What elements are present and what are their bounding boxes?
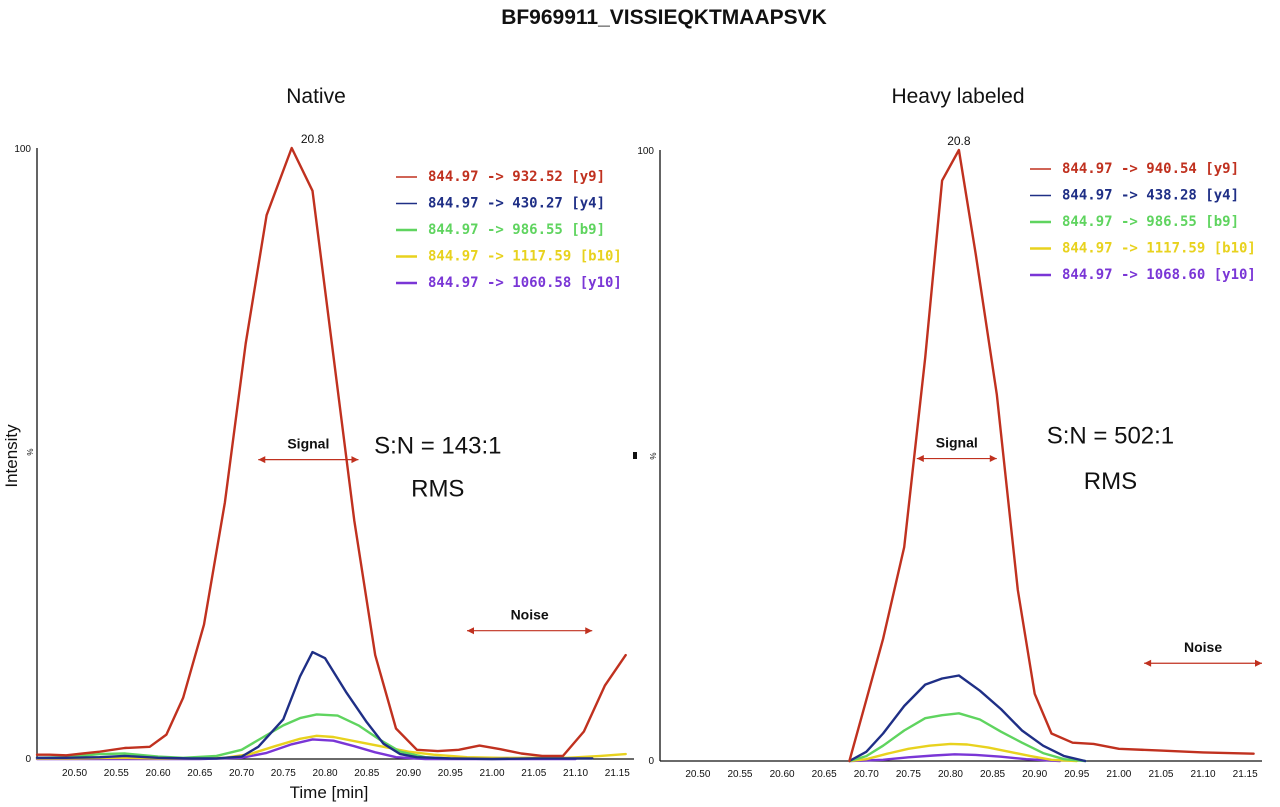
x-tick-label: 20.70 bbox=[229, 768, 254, 779]
y-axis-percent-label: % bbox=[26, 448, 35, 455]
y-tick-label: 0 bbox=[648, 756, 654, 767]
x-tick-label: 20.60 bbox=[770, 769, 795, 780]
y-axis-percent-label: % bbox=[649, 452, 658, 459]
x-tick-label: 21.15 bbox=[605, 768, 630, 779]
x-tick-label: 21.05 bbox=[521, 768, 546, 779]
x-tick-label: 21.10 bbox=[563, 768, 588, 779]
signal-label: Signal bbox=[936, 435, 978, 451]
x-axis-label: Time [min] bbox=[290, 783, 369, 802]
x-tick-label: 20.65 bbox=[187, 768, 212, 779]
legend-entry: 844.97 -> 1117.59 [b10] bbox=[1062, 241, 1256, 257]
peak-label: 20.8 bbox=[947, 134, 971, 148]
series-line bbox=[848, 674, 1087, 763]
signal-arrowhead-right bbox=[351, 456, 359, 464]
series-line bbox=[848, 742, 1079, 763]
x-tick-label: 20.50 bbox=[685, 769, 710, 780]
legend-entry: 844.97 -> 940.54 [y9] bbox=[1062, 161, 1239, 177]
x-tick-label: 21.00 bbox=[1106, 769, 1131, 780]
series-line bbox=[35, 146, 627, 758]
series-lines bbox=[35, 146, 627, 761]
heavy-labeled-chart-panel: Heavy labeled % 0 100 20.50 20.55 20.60 20.… bbox=[637, 85, 1262, 780]
legend-entry: 844.97 -> 438.28 [y4] bbox=[1062, 188, 1239, 204]
x-tick-label: 20.55 bbox=[727, 769, 752, 780]
noise-arrowhead-right bbox=[585, 627, 593, 635]
legend-entry: 844.97 -> 986.55 [b9] bbox=[1062, 214, 1239, 230]
native-chart-title: Native bbox=[286, 85, 346, 108]
series-line bbox=[35, 650, 594, 761]
series-line bbox=[848, 148, 1255, 763]
legend: 844.97 -> 940.54 [y9] 844.97 -> 438.28 [y… bbox=[1030, 161, 1256, 283]
series-lines bbox=[848, 148, 1255, 763]
y-tick-label: 0 bbox=[25, 754, 31, 765]
signal-arrowhead-left bbox=[916, 455, 924, 463]
legend-entry: 844.97 -> 932.52 [y9] bbox=[428, 169, 605, 185]
rms-label: RMS bbox=[1084, 468, 1137, 495]
legend-entry: 844.97 -> 986.55 [b9] bbox=[428, 222, 605, 238]
x-tick-label: 20.95 bbox=[438, 768, 463, 779]
figure-title: BF969911_VISSIEQKTMAAPSVK bbox=[501, 6, 827, 29]
x-tick-label: 20.90 bbox=[1022, 769, 1047, 780]
noise-label: Noise bbox=[1184, 639, 1222, 655]
x-tick-label: 20.50 bbox=[62, 768, 87, 779]
noise-label: Noise bbox=[511, 607, 549, 623]
y-axis-label: Intensity bbox=[2, 424, 21, 488]
x-tick-label: 20.70 bbox=[854, 769, 879, 780]
separator-mark bbox=[633, 452, 637, 459]
y-tick-label: 100 bbox=[14, 144, 31, 155]
heavy-labeled-chart-title: Heavy labeled bbox=[891, 85, 1024, 108]
x-tick-label: 21.05 bbox=[1148, 769, 1173, 780]
noise-arrowhead-left bbox=[1144, 659, 1152, 667]
x-tick-label: 20.60 bbox=[146, 768, 171, 779]
signal-to-noise-label: S:N = 143:1 bbox=[374, 433, 501, 460]
x-tick-label: 21.00 bbox=[480, 768, 505, 779]
x-tick-label: 20.55 bbox=[104, 768, 129, 779]
x-tick-labels: 20.50 20.55 20.60 20.65 20.70 20.75 20.80 20.85… bbox=[62, 768, 630, 779]
series-line bbox=[848, 753, 1062, 763]
x-tick-label: 20.95 bbox=[1064, 769, 1089, 780]
signal-arrowhead-left bbox=[258, 456, 266, 464]
x-tick-label: 21.15 bbox=[1233, 769, 1258, 780]
noise-arrowhead-left bbox=[467, 627, 475, 635]
x-tick-label: 20.85 bbox=[354, 768, 379, 779]
peak-label: 20.8 bbox=[301, 132, 325, 146]
legend: 844.97 -> 932.52 [y9] 844.97 -> 430.27 [y… bbox=[396, 169, 622, 291]
x-tick-label: 20.90 bbox=[396, 768, 421, 779]
annotations: 20.8 Signal Noise S:N = 502:1 RMS bbox=[916, 134, 1262, 667]
legend-entry: 844.97 -> 1117.59 [b10] bbox=[428, 249, 622, 265]
signal-arrowhead-right bbox=[989, 455, 997, 463]
x-tick-labels: 20.50 20.55 20.60 20.65 20.70 20.75 20.80 20.85… bbox=[685, 769, 1258, 780]
signal-label: Signal bbox=[287, 436, 329, 452]
series-line bbox=[848, 712, 1087, 763]
x-tick-label: 20.75 bbox=[271, 768, 296, 779]
x-tick-label: 20.75 bbox=[896, 769, 921, 780]
legend-entry: 844.97 -> 1060.58 [y10] bbox=[428, 275, 622, 291]
noise-arrowhead-right bbox=[1255, 659, 1262, 667]
x-tick-label: 20.85 bbox=[980, 769, 1005, 780]
signal-to-noise-label: S:N = 502:1 bbox=[1047, 422, 1174, 449]
x-tick-label: 20.80 bbox=[938, 769, 963, 780]
x-tick-label: 20.80 bbox=[313, 768, 338, 779]
legend-entry: 844.97 -> 1068.60 [y10] bbox=[1062, 267, 1256, 283]
native-chart-panel: Native Intensity Time [min] % 0 100 20.5… bbox=[2, 85, 634, 802]
legend-entry: 844.97 -> 430.27 [y4] bbox=[428, 196, 605, 212]
x-tick-label: 20.65 bbox=[812, 769, 837, 780]
annotations: 20.8 Signal Noise S:N = 143:1 RMS bbox=[258, 132, 593, 635]
rms-label: RMS bbox=[411, 475, 464, 502]
x-tick-label: 21.10 bbox=[1191, 769, 1216, 780]
y-tick-label: 100 bbox=[637, 146, 654, 157]
